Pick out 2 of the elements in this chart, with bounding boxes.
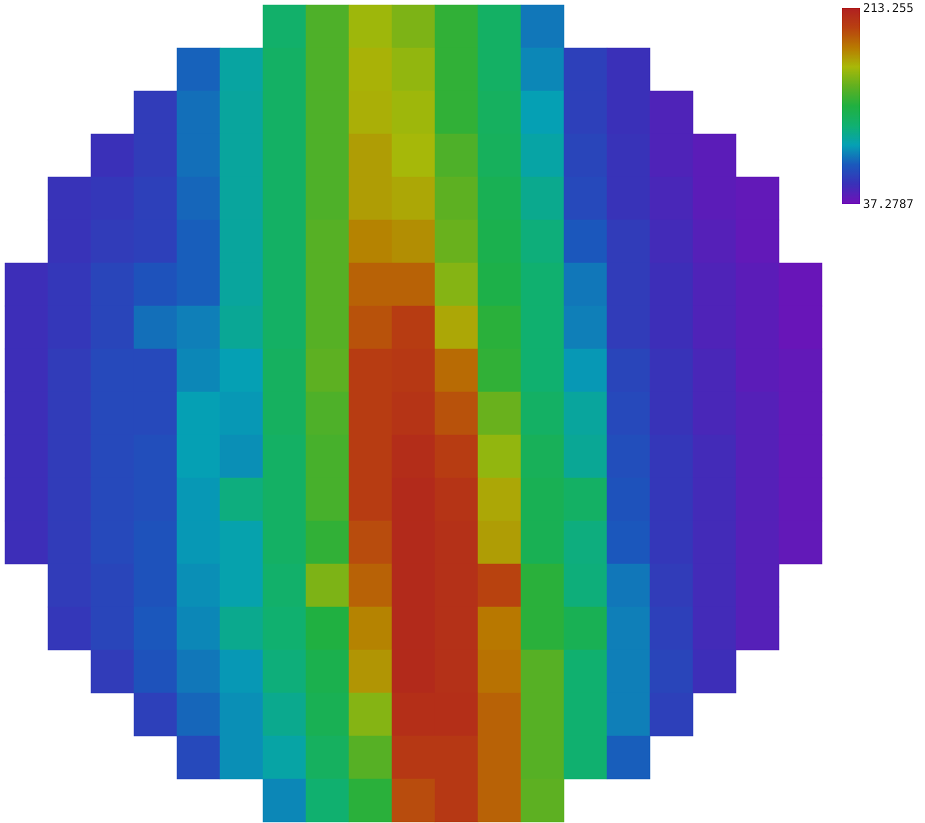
color-bar-label: 37.2787 (863, 197, 914, 211)
color-bar-label: 213.255 (863, 1, 914, 15)
